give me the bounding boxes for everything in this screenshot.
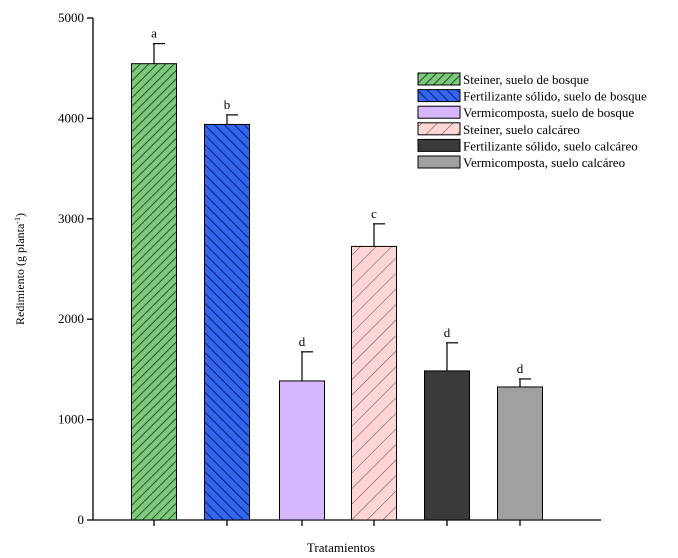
significance-letter: c xyxy=(371,206,377,221)
legend-swatch-outline xyxy=(417,72,461,86)
legend-swatch-hatch xyxy=(418,122,460,135)
significance-letter: b xyxy=(224,97,231,112)
y-axis-label-superscript: -1 xyxy=(13,217,22,224)
y-axis-label-main: Redimiento (g planta xyxy=(13,223,27,325)
legend-swatch-outline xyxy=(417,105,461,119)
legend-swatch-outline xyxy=(417,122,461,136)
significance-letter: d xyxy=(517,361,524,376)
legend-label: Vermicomposta, suelo de bosque xyxy=(463,105,634,120)
bar-hatch xyxy=(204,124,250,520)
legend-swatch-outline xyxy=(417,155,461,169)
y-ticks: 0 1000 2000 3000 4000 5000 xyxy=(58,10,93,527)
y-tick-label: 1000 xyxy=(58,412,84,427)
bar xyxy=(279,380,325,520)
y-axis-label-close: ) xyxy=(13,213,27,217)
legend-label: Steiner, suelo de bosque xyxy=(463,72,589,87)
legend: Steiner, suelo de bosque Fertilizante sól… xyxy=(417,72,647,170)
y-tick-label: 4000 xyxy=(58,110,84,125)
y-axis-label: Redimiento (g planta-1) xyxy=(13,213,27,325)
legend-label: Vermicomposta, suelo calcáreo xyxy=(463,155,625,170)
legend-swatch-outline xyxy=(417,89,461,103)
significance-letters: a b d c d d xyxy=(151,26,524,376)
bar xyxy=(424,370,470,520)
y-tick-label: 3000 xyxy=(58,211,84,226)
error-bars xyxy=(153,43,531,387)
significance-letter: a xyxy=(151,26,157,41)
legend-label: Fertilizante sólido, suelo calcáreo xyxy=(463,138,638,153)
bar xyxy=(497,386,543,520)
bar-hatch xyxy=(131,63,177,520)
y-tick-label: 0 xyxy=(78,512,85,527)
legend-swatch xyxy=(418,139,460,152)
x-axis-label: Tratamientos xyxy=(307,540,375,555)
y-tick-label: 2000 xyxy=(58,311,84,326)
legend-label: Fertilizante sólido, suelo de bosque xyxy=(463,89,647,104)
x-ticks xyxy=(153,520,521,526)
legend-swatch-hatch xyxy=(418,73,460,85)
bars xyxy=(131,63,543,521)
significance-letter: d xyxy=(444,325,451,340)
y-tick-label: 5000 xyxy=(58,10,84,25)
bar-hatch xyxy=(351,246,397,520)
legend-swatch xyxy=(418,156,460,168)
legend-swatch-outline xyxy=(417,138,461,152)
significance-letter: d xyxy=(299,334,306,349)
legend-label: Steiner, suelo calcáreo xyxy=(463,122,580,137)
legend-swatch-hatch xyxy=(418,89,460,102)
legend-swatch xyxy=(418,106,460,119)
